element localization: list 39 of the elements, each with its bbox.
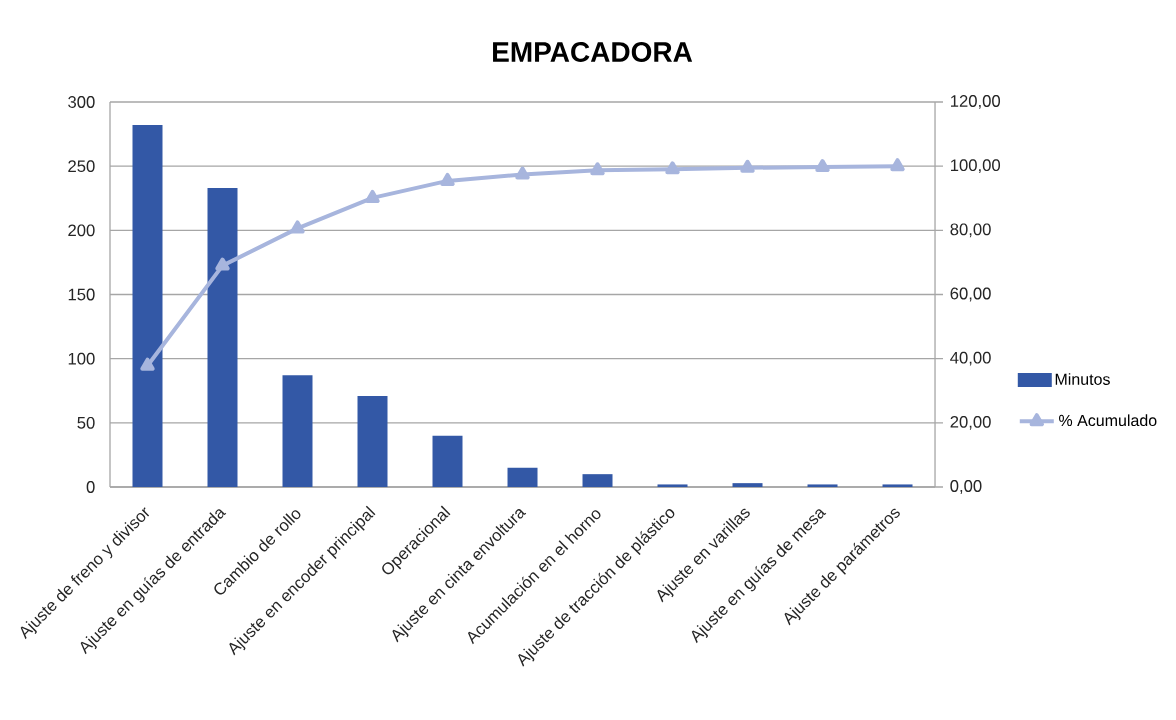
point — [665, 161, 680, 175]
bar — [507, 467, 538, 487]
bar — [357, 395, 388, 487]
point — [140, 357, 155, 371]
y-tick-label: 150 — [68, 288, 95, 301]
point — [365, 189, 380, 203]
y2-tick-label: 60,00 — [950, 287, 991, 302]
bar — [882, 484, 913, 487]
y-tick-label: 100 — [68, 352, 95, 365]
bar — [582, 474, 613, 487]
y2-tick-label: 20,00 — [950, 415, 991, 430]
bar — [207, 187, 238, 487]
bar — [657, 484, 688, 487]
bar — [807, 484, 838, 487]
y2-tick-label: 0,00 — [950, 480, 982, 494]
bar — [282, 375, 313, 487]
point — [890, 158, 905, 172]
y-tick-label: 50 — [77, 416, 95, 429]
y-tick-label: 200 — [68, 224, 95, 237]
chart-title: EMPACADORA — [493, 42, 693, 62]
y2-tick-label: 40,00 — [950, 351, 991, 366]
y-tick-label: 300 — [68, 96, 95, 108]
bar — [732, 483, 763, 487]
y2-tick-label: 80,00 — [950, 223, 991, 238]
y2-tick-label: 100,00 — [951, 159, 1001, 174]
y-tick-label: 0 — [86, 481, 95, 493]
point — [440, 172, 455, 186]
bar — [432, 435, 463, 487]
point — [740, 159, 755, 173]
point — [215, 257, 230, 271]
y2-tick-label: 120,00 — [951, 95, 1001, 109]
legend-label: Minutos — [1055, 373, 1110, 385]
bar — [132, 125, 163, 487]
point — [290, 220, 305, 234]
y-tick-label: 250 — [68, 160, 95, 173]
point — [815, 159, 830, 173]
point — [590, 162, 605, 176]
point — [515, 166, 530, 180]
legend-label: % Acumulado — [1059, 414, 1157, 427]
